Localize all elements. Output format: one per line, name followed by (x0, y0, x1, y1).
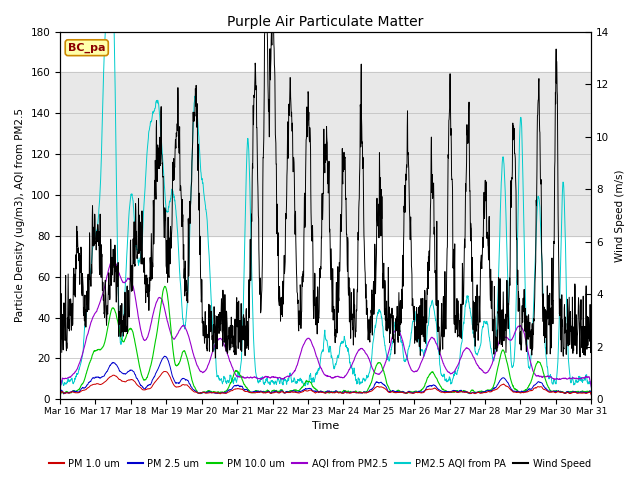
Y-axis label: Wind Speed (m/s): Wind Speed (m/s) (615, 169, 625, 262)
Text: BC_pa: BC_pa (68, 43, 106, 53)
Bar (60, 72, 591, 236)
X-axis label: Time: Time (312, 421, 339, 432)
Y-axis label: Particle Density (ug/m3), AQI from PM2.5: Particle Density (ug/m3), AQI from PM2.5 (15, 108, 25, 323)
Title: Purple Air Particulate Matter: Purple Air Particulate Matter (227, 15, 424, 29)
Legend: PM 1.0 um, PM 2.5 um, PM 10.0 um, AQI from PM2.5, PM2.5 AQI from PA, Wind Speed: PM 1.0 um, PM 2.5 um, PM 10.0 um, AQI fr… (45, 455, 595, 473)
